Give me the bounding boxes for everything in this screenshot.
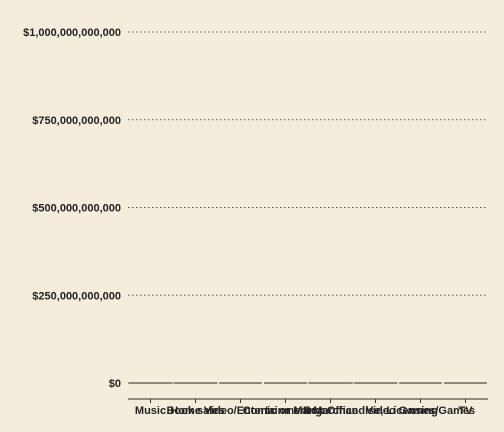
y-tick-label: $750,000,000,000 [32, 115, 121, 127]
y-tick-label: $250,000,000,000 [32, 290, 121, 302]
bars [129, 382, 487, 384]
x-tick-label: Merchandise, Licensing [313, 405, 438, 417]
y-tick-label: $1,000,000,000,000 [23, 27, 121, 39]
x-tick-label: Book sales [166, 405, 224, 417]
y-tick-labels: $0 $250,000,000,000 $500,000,000,000 $750,0… [23, 27, 121, 390]
x-tick-label: Home Video/Entertainment [170, 405, 311, 417]
x-tick-marks [150, 399, 466, 403]
bar [219, 382, 262, 384]
grid-lines [128, 31, 488, 384]
x-tick-label: TV [458, 405, 473, 417]
bar [174, 382, 217, 384]
y-tick-label: $500,000,000,000 [32, 203, 121, 215]
bar [354, 382, 397, 384]
bar [129, 382, 172, 384]
x-tick-label: Comic or Manga [243, 405, 329, 417]
bar [399, 382, 442, 384]
y-tick-label: $0 [109, 378, 121, 390]
bar [444, 382, 487, 384]
bar [264, 382, 307, 384]
bar [309, 382, 352, 384]
x-tick-label: Box Office [303, 405, 358, 417]
x-tick-label: Video Games/Games [366, 405, 475, 417]
x-tick-label: Music [135, 405, 166, 417]
